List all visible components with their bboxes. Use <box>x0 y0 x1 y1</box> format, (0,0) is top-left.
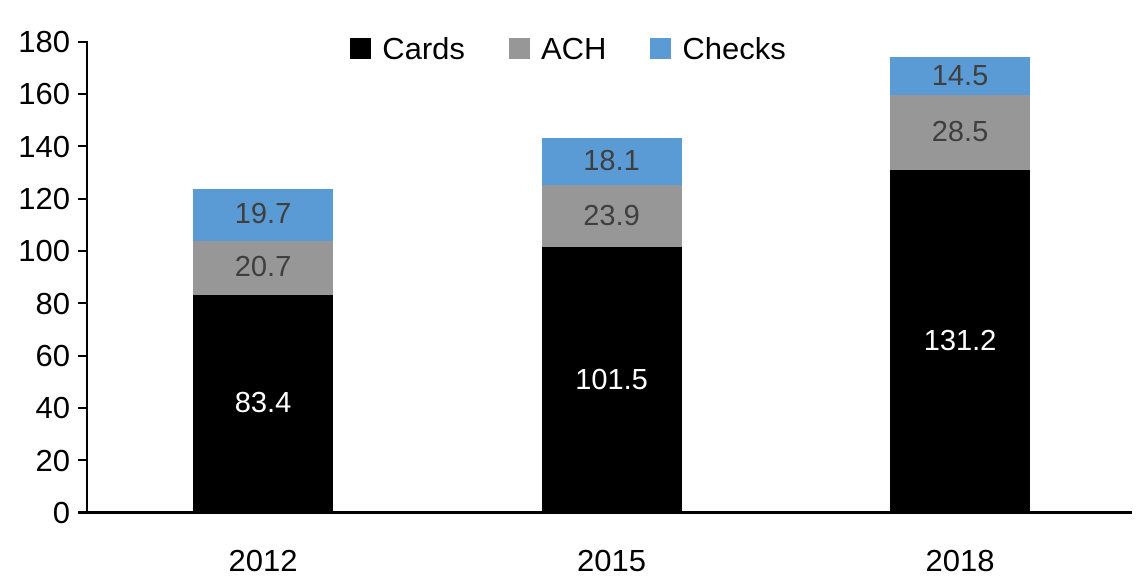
data-label-ach: 23.9 <box>583 199 640 232</box>
y-axis-tick <box>78 145 88 148</box>
data-label-ach: 28.5 <box>931 115 989 148</box>
y-axis-tick <box>78 354 88 357</box>
y-axis-tick-label: 60 <box>35 338 70 373</box>
y-axis-tick-label: 0 <box>52 495 70 530</box>
y-axis-tick-label: 100 <box>18 233 70 269</box>
y-axis-line <box>86 42 88 514</box>
bar-segment-ach <box>541 184 682 248</box>
data-label-cards: 131.2 <box>923 324 997 357</box>
bar-segment-cards <box>193 294 333 513</box>
y-axis-tick <box>78 40 88 43</box>
y-axis-tick <box>78 302 88 305</box>
x-axis-label: 2015 <box>577 543 646 578</box>
legend-item-ach: ACH <box>508 31 607 66</box>
bar-segment-ach <box>193 240 333 295</box>
y-axis-tick <box>78 249 88 252</box>
bar-segment-checks <box>193 189 333 241</box>
x-axis-label: 2018 <box>925 543 995 578</box>
bar-segment-ach <box>890 95 1030 170</box>
legend-item-cards: Cards <box>350 33 465 64</box>
bar-segment-cards <box>541 247 682 513</box>
y-axis-tick <box>78 406 88 409</box>
y-axis-tick-label: 120 <box>18 181 70 216</box>
y-axis-tick-label: 20 <box>35 442 70 478</box>
bar-segment-checks <box>541 137 682 185</box>
bar-segment-cards <box>890 169 1030 513</box>
bar-segment-checks <box>890 57 1030 96</box>
y-axis-tick-label: 140 <box>18 128 70 164</box>
legend-item-checks: Checks <box>650 31 786 66</box>
chart-legend: Cards ACH Checks <box>0 33 1136 64</box>
data-label-checks: 18.1 <box>583 144 640 177</box>
data-label-ach: 20.7 <box>234 251 292 284</box>
y-axis-tick <box>78 197 88 200</box>
legend-label: Cards <box>382 31 465 66</box>
data-label-checks: 19.7 <box>234 198 292 231</box>
y-axis-tick-label: 40 <box>35 390 70 426</box>
y-axis-tick-label: 180 <box>18 24 70 59</box>
legend-label: Checks <box>682 31 786 66</box>
y-axis-tick <box>78 459 88 462</box>
legend-swatch-ach <box>508 38 530 59</box>
data-label-cards: 83.4 <box>234 387 292 420</box>
y-axis-tick <box>78 92 88 95</box>
y-axis-tick <box>78 511 88 514</box>
legend-swatch-checks <box>650 38 672 59</box>
legend-swatch-cards <box>350 38 372 59</box>
data-label-cards: 101.5 <box>575 363 648 396</box>
legend-label: ACH <box>540 31 607 66</box>
x-axis-label: 2012 <box>228 543 298 578</box>
y-axis-tick-label: 80 <box>35 285 70 321</box>
y-axis-tick-label: 160 <box>18 76 70 112</box>
data-label-checks: 14.5 <box>931 59 989 92</box>
